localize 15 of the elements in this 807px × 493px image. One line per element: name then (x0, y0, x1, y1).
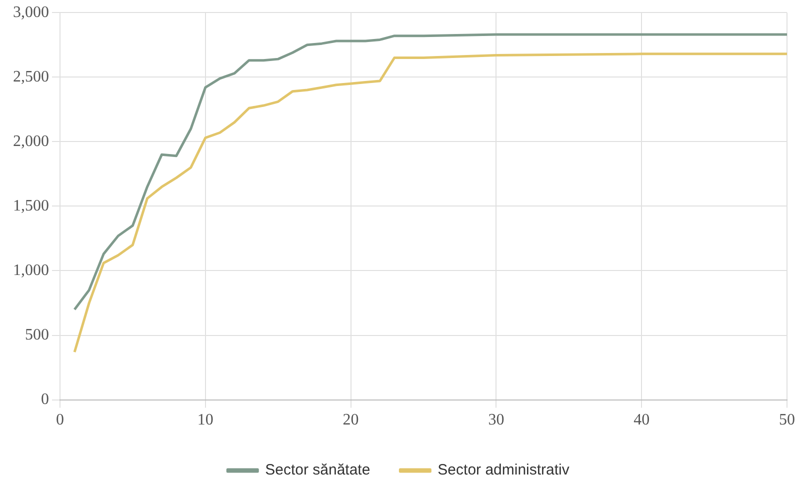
y-tick-label: 1,000 (13, 262, 49, 279)
x-tick-label: 50 (779, 412, 795, 429)
y-tick-label: 2,000 (13, 132, 49, 150)
y-tick-label: 2,500 (13, 68, 49, 86)
x-tick-label: 10 (197, 412, 214, 429)
y-tick-label: 1,500 (13, 197, 49, 214)
x-tick-label: 40 (634, 412, 650, 429)
x-tick-label: 0 (56, 412, 64, 429)
y-tick-label: 0 (41, 391, 49, 408)
legend-label: Sector sănătate (265, 462, 370, 479)
legend-label: Sector administrativ (438, 462, 570, 479)
y-tick-label: 500 (25, 326, 49, 344)
y-tick-label: 3,000 (13, 4, 49, 21)
x-tick-label: 20 (342, 412, 359, 429)
x-tick-label: 30 (488, 412, 504, 429)
